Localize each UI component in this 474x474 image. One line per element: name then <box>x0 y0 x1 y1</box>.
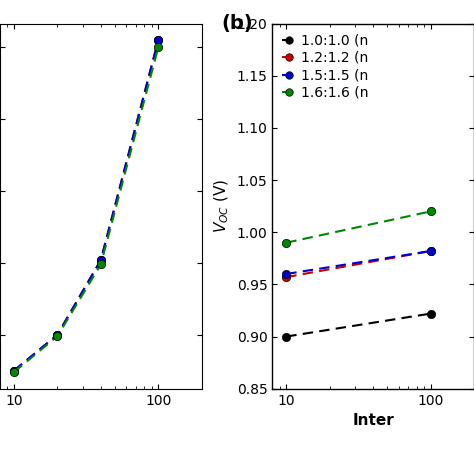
1.0:1.0 (n <box>283 334 289 339</box>
Line: 1.0:1.0 (n: 1.0:1.0 (n <box>282 310 435 341</box>
Line: 1.6:1.6 (n: 1.6:1.6 (n <box>282 207 435 247</box>
Text: (b): (b) <box>221 14 253 33</box>
Y-axis label: $V_{OC}$ (V): $V_{OC}$ (V) <box>213 179 231 234</box>
1.2:1.2 (n <box>283 274 289 280</box>
Line: 1.2:1.2 (n: 1.2:1.2 (n <box>282 247 435 281</box>
Line: 1.5:1.5 (n: 1.5:1.5 (n <box>282 247 435 278</box>
1.5:1.5 (n <box>283 271 289 277</box>
1.6:1.6 (n <box>428 209 433 214</box>
1.5:1.5 (n <box>428 248 433 254</box>
1.2:1.2 (n <box>428 248 433 254</box>
1.6:1.6 (n <box>283 240 289 246</box>
1.0:1.0 (n <box>428 311 433 317</box>
Legend: 1.0:1.0 (n, 1.2:1.2 (n, 1.5:1.5 (n, 1.6:1.6 (n: 1.0:1.0 (n, 1.2:1.2 (n, 1.5:1.5 (n, 1.6:… <box>279 31 372 102</box>
X-axis label: Inter: Inter <box>352 413 394 428</box>
